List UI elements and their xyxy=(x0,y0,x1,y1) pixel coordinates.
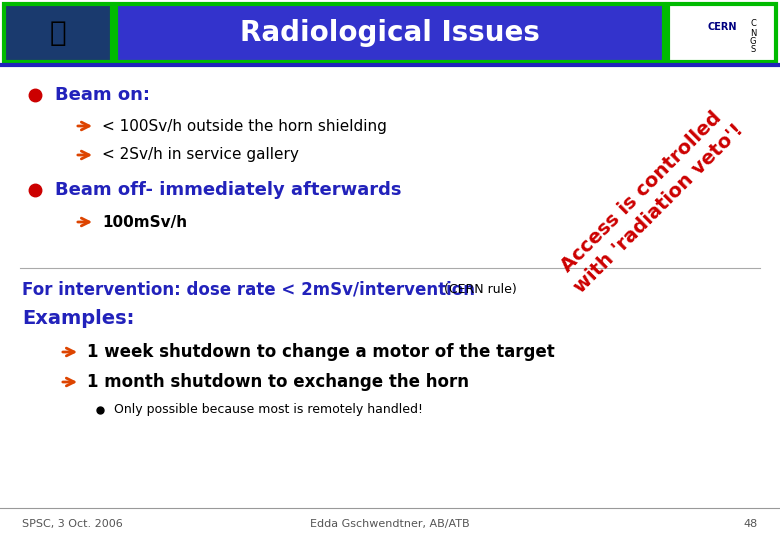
Text: Beam off- immediately afterwards: Beam off- immediately afterwards xyxy=(55,181,402,199)
Text: < 2Sv/h in service gallery: < 2Sv/h in service gallery xyxy=(102,147,299,163)
Bar xyxy=(116,4,664,62)
Text: Examples:: Examples: xyxy=(22,308,134,327)
Text: SPSC, 3 Oct. 2006: SPSC, 3 Oct. 2006 xyxy=(22,519,122,529)
Text: Beam on:: Beam on: xyxy=(55,86,150,104)
Text: 100mSv/h: 100mSv/h xyxy=(102,214,187,230)
Text: < 100Sv/h outside the horn shielding: < 100Sv/h outside the horn shielding xyxy=(102,118,387,133)
Text: Access is controlled
with 'radiation veto'!: Access is controlled with 'radiation vet… xyxy=(553,103,746,296)
Text: 1 month shutdown to exchange the horn: 1 month shutdown to exchange the horn xyxy=(87,373,469,391)
Text: (CERN rule): (CERN rule) xyxy=(444,284,516,296)
Text: Edda Gschwendtner, AB/ATB: Edda Gschwendtner, AB/ATB xyxy=(310,519,470,529)
Text: 1 week shutdown to change a motor of the target: 1 week shutdown to change a motor of the… xyxy=(87,343,555,361)
Text: Only possible because most is remotely handled!: Only possible because most is remotely h… xyxy=(114,403,423,416)
Bar xyxy=(668,4,776,62)
Text: 48: 48 xyxy=(744,519,758,529)
Text: C: C xyxy=(750,18,756,28)
Text: 🌍: 🌍 xyxy=(50,19,66,47)
Text: CERN: CERN xyxy=(707,22,737,32)
Text: S: S xyxy=(750,44,756,53)
Text: For intervention: dose rate < 2mSv/intervention: For intervention: dose rate < 2mSv/inter… xyxy=(22,281,475,299)
Bar xyxy=(116,4,664,62)
Text: Radiological Issues: Radiological Issues xyxy=(240,19,540,47)
Bar xyxy=(4,4,112,62)
Text: N: N xyxy=(750,29,756,37)
Text: G: G xyxy=(750,37,757,45)
